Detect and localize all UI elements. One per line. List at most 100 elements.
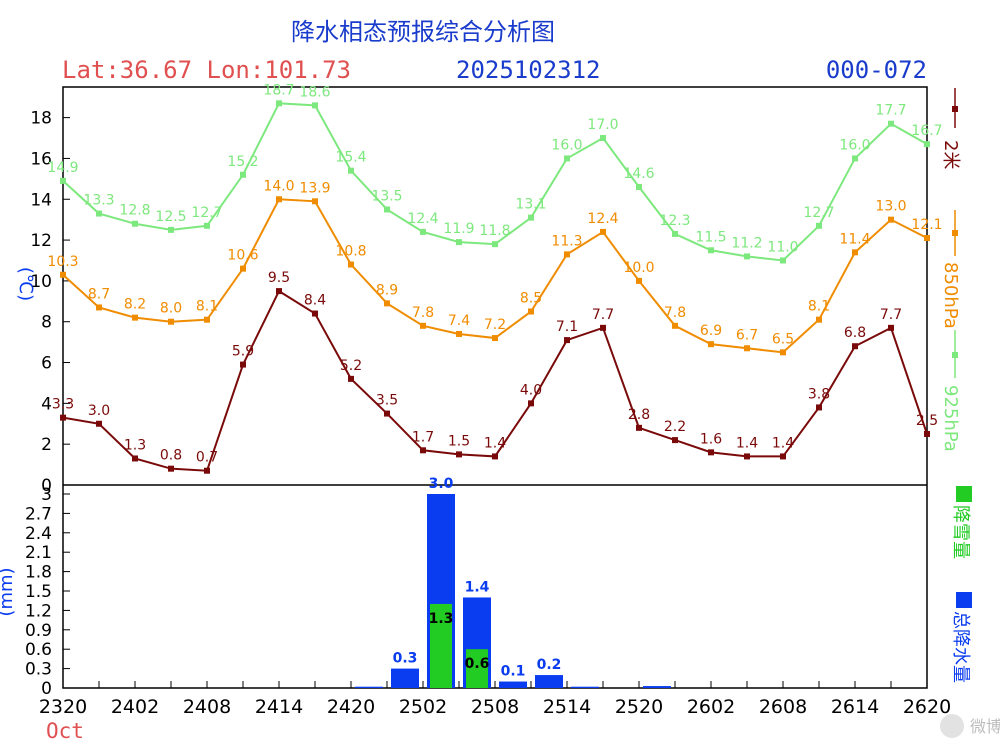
value-label-t2m: 1.7 xyxy=(412,429,434,445)
point-t850 xyxy=(312,198,318,205)
value-label-t925: 16.0 xyxy=(551,137,582,153)
value-label-t2m: 2.5 xyxy=(916,413,938,429)
point-t2m xyxy=(816,404,822,411)
x-tick-label: 2402 xyxy=(111,696,159,718)
value-label-t925: 11.0 xyxy=(767,239,798,255)
x-tick-label: 2502 xyxy=(399,696,447,718)
y-tick-label-precip: 0.3 xyxy=(25,660,52,680)
value-label-t925: 11.5 xyxy=(695,229,726,245)
point-t2m xyxy=(276,288,282,295)
point-t2m xyxy=(420,447,426,454)
snow-label: 0.6 xyxy=(465,656,490,672)
point-t2m xyxy=(60,414,66,421)
value-label-t2m: 5.9 xyxy=(232,344,254,360)
y-tick-label-precip: 0.6 xyxy=(25,640,52,660)
value-label-t2m: 1.6 xyxy=(700,431,722,447)
y-tick-label-precip: 0 xyxy=(41,679,52,699)
point-t850 xyxy=(780,349,786,356)
point-t925 xyxy=(636,184,642,191)
point-t850 xyxy=(204,316,210,323)
x-tick-label: 2414 xyxy=(255,696,303,718)
x-tick-label: 2320 xyxy=(39,696,87,718)
value-label-t2m: 1.3 xyxy=(124,437,146,453)
legend-precip: 降雪量 总降水量 xyxy=(950,486,972,683)
point-t2m xyxy=(168,465,174,472)
x-tick-label: 2420 xyxy=(327,696,375,718)
point-t850 xyxy=(924,235,930,242)
point-t850 xyxy=(96,304,102,311)
point-t925 xyxy=(780,257,786,264)
value-label-t2m: 1.4 xyxy=(772,435,794,451)
x-tick-label: 2520 xyxy=(615,696,663,718)
point-t925 xyxy=(492,241,498,248)
point-t850 xyxy=(528,308,534,315)
value-label-t925: 16.7 xyxy=(911,123,942,139)
value-label-t2m: 7.1 xyxy=(556,319,578,335)
point-t850 xyxy=(456,330,462,337)
value-label-t2m: 2.8 xyxy=(628,407,650,423)
x-tick-label: 2514 xyxy=(543,696,591,718)
point-t925 xyxy=(384,206,390,213)
value-label-t2m: 3.8 xyxy=(808,386,830,402)
value-label-t850: 6.5 xyxy=(772,331,794,347)
value-label-t850: 7.4 xyxy=(448,313,470,329)
value-label-t925: 11.8 xyxy=(479,223,510,239)
point-t2m xyxy=(672,437,678,444)
total-precip-bar xyxy=(643,686,671,688)
value-label-t850: 10.8 xyxy=(335,244,366,260)
value-label-t925: 15.2 xyxy=(227,154,258,170)
point-t2m xyxy=(132,455,138,462)
value-label-t925: 12.3 xyxy=(659,213,690,229)
total-precip-bar xyxy=(499,681,527,688)
value-label-t850: 8.1 xyxy=(196,299,218,315)
watermark-text: 微博 xyxy=(970,717,1000,736)
point-t925 xyxy=(276,100,282,107)
value-label-t850: 6.7 xyxy=(736,327,758,343)
legend-t850-label: 850hPa xyxy=(940,262,961,329)
value-label-t2m: 3.5 xyxy=(376,393,398,409)
value-label-t850: 11.4 xyxy=(839,231,870,247)
temperature-axis-label: (℃) xyxy=(15,267,36,301)
y-tick-label-temp: 10 xyxy=(30,272,52,292)
snow-bar xyxy=(430,603,452,688)
weibo-watermark: 微博 xyxy=(940,714,1000,738)
point-t850 xyxy=(240,265,246,272)
value-label-t2m: 1.5 xyxy=(448,433,470,449)
point-t925 xyxy=(816,222,822,229)
value-label-t2m: 3.0 xyxy=(88,403,110,419)
value-label-t925: 13.5 xyxy=(371,188,402,204)
value-label-t925: 12.5 xyxy=(155,209,186,225)
y-tick-label-temp: 12 xyxy=(30,231,52,251)
init-time-label: 2025102312 xyxy=(456,56,601,84)
x-tick-label: 2608 xyxy=(759,696,807,718)
point-t925 xyxy=(852,155,858,162)
value-label-t925: 12.8 xyxy=(119,203,150,219)
y-tick-label-temp: 18 xyxy=(30,109,52,129)
x-tick-label: 2620 xyxy=(903,696,951,718)
point-t850 xyxy=(384,300,390,307)
snow-label: 1.3 xyxy=(429,611,454,627)
point-t925 xyxy=(132,220,138,227)
point-t2m xyxy=(492,453,498,460)
point-t2m xyxy=(852,343,858,350)
value-label-t2m: 5.2 xyxy=(340,358,362,374)
point-t2m xyxy=(564,337,570,344)
total-precip-label: 0.3 xyxy=(393,651,418,667)
point-t2m xyxy=(528,400,534,407)
point-t925 xyxy=(240,171,246,178)
point-t925 xyxy=(96,210,102,217)
point-t850 xyxy=(636,277,642,284)
point-t2m xyxy=(924,430,930,437)
point-t2m xyxy=(204,467,210,474)
point-t2m xyxy=(348,375,354,382)
point-t925 xyxy=(672,230,678,237)
point-t2m xyxy=(312,310,318,317)
point-t925 xyxy=(528,214,534,221)
value-label-t925: 16.0 xyxy=(839,137,870,153)
total-precip-label: 0.2 xyxy=(537,657,562,673)
value-label-t850: 12.1 xyxy=(911,217,942,233)
y-tick-label-precip: 1.5 xyxy=(25,582,52,602)
value-label-t850: 10.6 xyxy=(227,248,258,264)
